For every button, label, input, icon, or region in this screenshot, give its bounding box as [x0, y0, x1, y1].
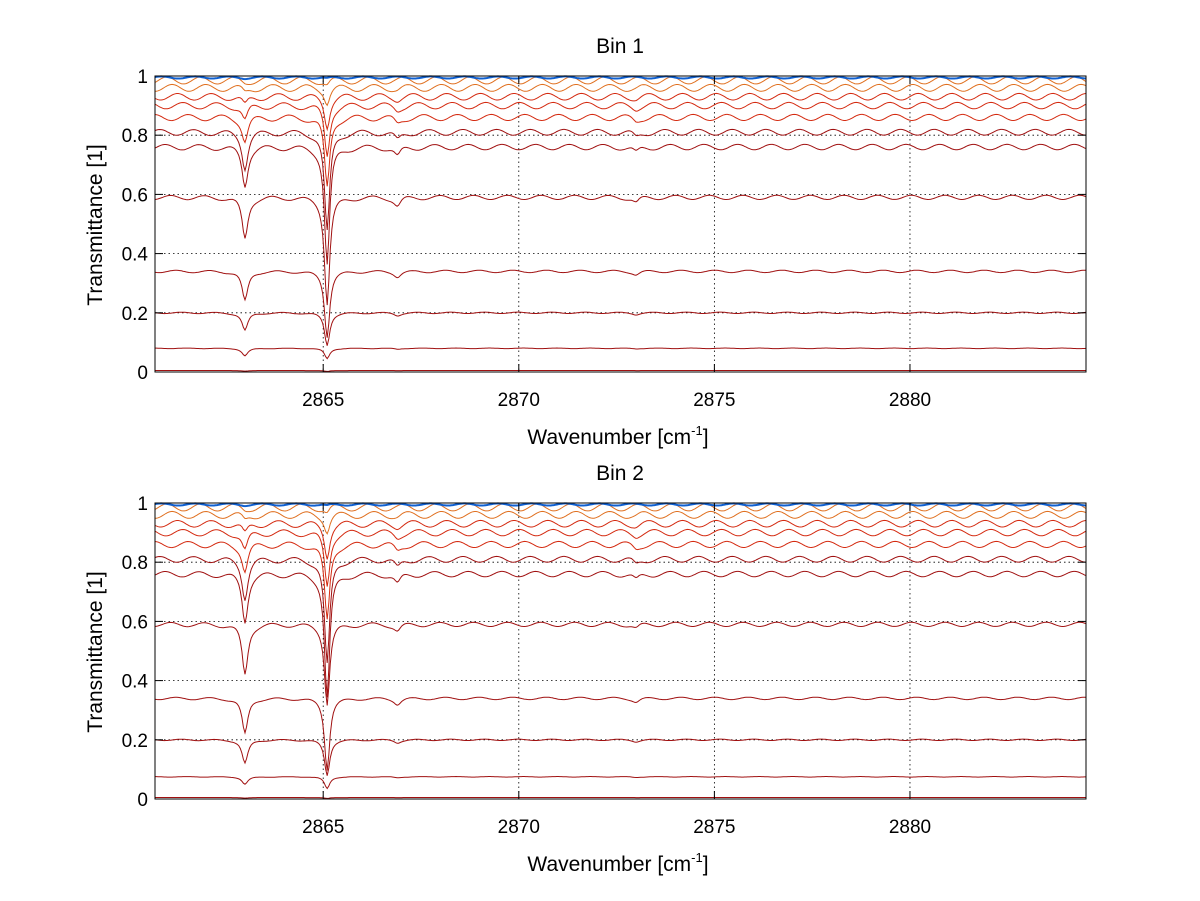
chart-title: Bin 2 [596, 462, 644, 485]
panel-bin-2: Bin 2 2865 2870 2875 2880 0 0.2 0.4 0.6 0.8 1 Wa… [84, 462, 1087, 876]
series-line [154, 76, 1087, 86]
y-tick-label: 0 [137, 790, 148, 811]
x-tick-labels: 2865 2870 2875 2880 [302, 390, 931, 411]
y-tick-label: 1 [137, 494, 148, 515]
x-axis-label: Wavenumber [cm-1] [527, 423, 708, 449]
ticks [155, 75, 1086, 373]
y-tick-label: 0.4 [122, 672, 149, 693]
y-tick-labels: 0 0.2 0.4 0.6 0.8 1 [122, 494, 149, 811]
series-line [154, 621, 1087, 706]
series-line [154, 696, 1086, 771]
series-line [154, 269, 1086, 338]
x-tick-label: 2880 [889, 817, 931, 838]
y-tick-labels: 0 0.2 0.4 0.6 0.8 1 [122, 67, 149, 384]
series-line [154, 555, 1087, 663]
x-tick-label: 2870 [498, 390, 540, 411]
y-tick-label: 0.4 [122, 245, 149, 266]
plot-frame [154, 502, 1087, 800]
plot-frame [154, 75, 1087, 373]
y-axis-label: Transmittance [1] [84, 571, 107, 732]
series-line [154, 503, 1087, 514]
series-line [154, 113, 1087, 187]
y-axis-label: Transmittance [1] [84, 144, 107, 305]
series-lines [154, 75, 1087, 372]
series-line [154, 502, 1087, 508]
y-tick-label: 0.2 [122, 304, 148, 325]
series-line [155, 347, 1087, 360]
series-lines [154, 502, 1087, 799]
series-line [154, 519, 1087, 560]
y-tick-label: 0.2 [122, 731, 148, 752]
series-line [154, 570, 1087, 698]
y-tick-label: 0.6 [122, 612, 148, 633]
series-line [155, 370, 1086, 372]
x-tick-label: 2875 [693, 817, 735, 838]
y-tick-label: 0 [137, 363, 148, 384]
series-line [154, 738, 1087, 776]
panel-bin-1: Bin 1 2865 2870 2875 2880 0 0.2 0.4 0.6 0.8 1 Wa… [84, 35, 1087, 449]
x-tick-label: 2865 [302, 817, 344, 838]
x-tick-label: 2865 [302, 390, 344, 411]
series-line [154, 194, 1087, 306]
chart-title: Bin 1 [596, 35, 644, 58]
y-tick-label: 1 [137, 67, 148, 88]
y-tick-label: 0.8 [122, 126, 148, 147]
x-tick-label: 2880 [889, 390, 931, 411]
ticks [155, 502, 1086, 800]
series-line [154, 143, 1087, 265]
series-line [155, 775, 1086, 790]
x-tick-labels: 2865 2870 2875 2880 [302, 817, 931, 838]
y-tick-label: 0.6 [122, 185, 148, 206]
x-tick-label: 2870 [498, 817, 540, 838]
series-line [154, 510, 1087, 535]
y-tick-label: 0.8 [122, 553, 148, 574]
series-line [154, 83, 1087, 107]
series-line [154, 92, 1087, 132]
series-line [154, 128, 1087, 231]
series-line [154, 528, 1087, 587]
series-line [155, 797, 1086, 799]
x-tick-label: 2875 [693, 390, 735, 411]
x-axis-label: Wavenumber [cm-1] [527, 850, 708, 876]
series-line [154, 101, 1087, 157]
series-line [154, 75, 1087, 81]
series-line [154, 311, 1087, 346]
series-line [154, 540, 1087, 620]
